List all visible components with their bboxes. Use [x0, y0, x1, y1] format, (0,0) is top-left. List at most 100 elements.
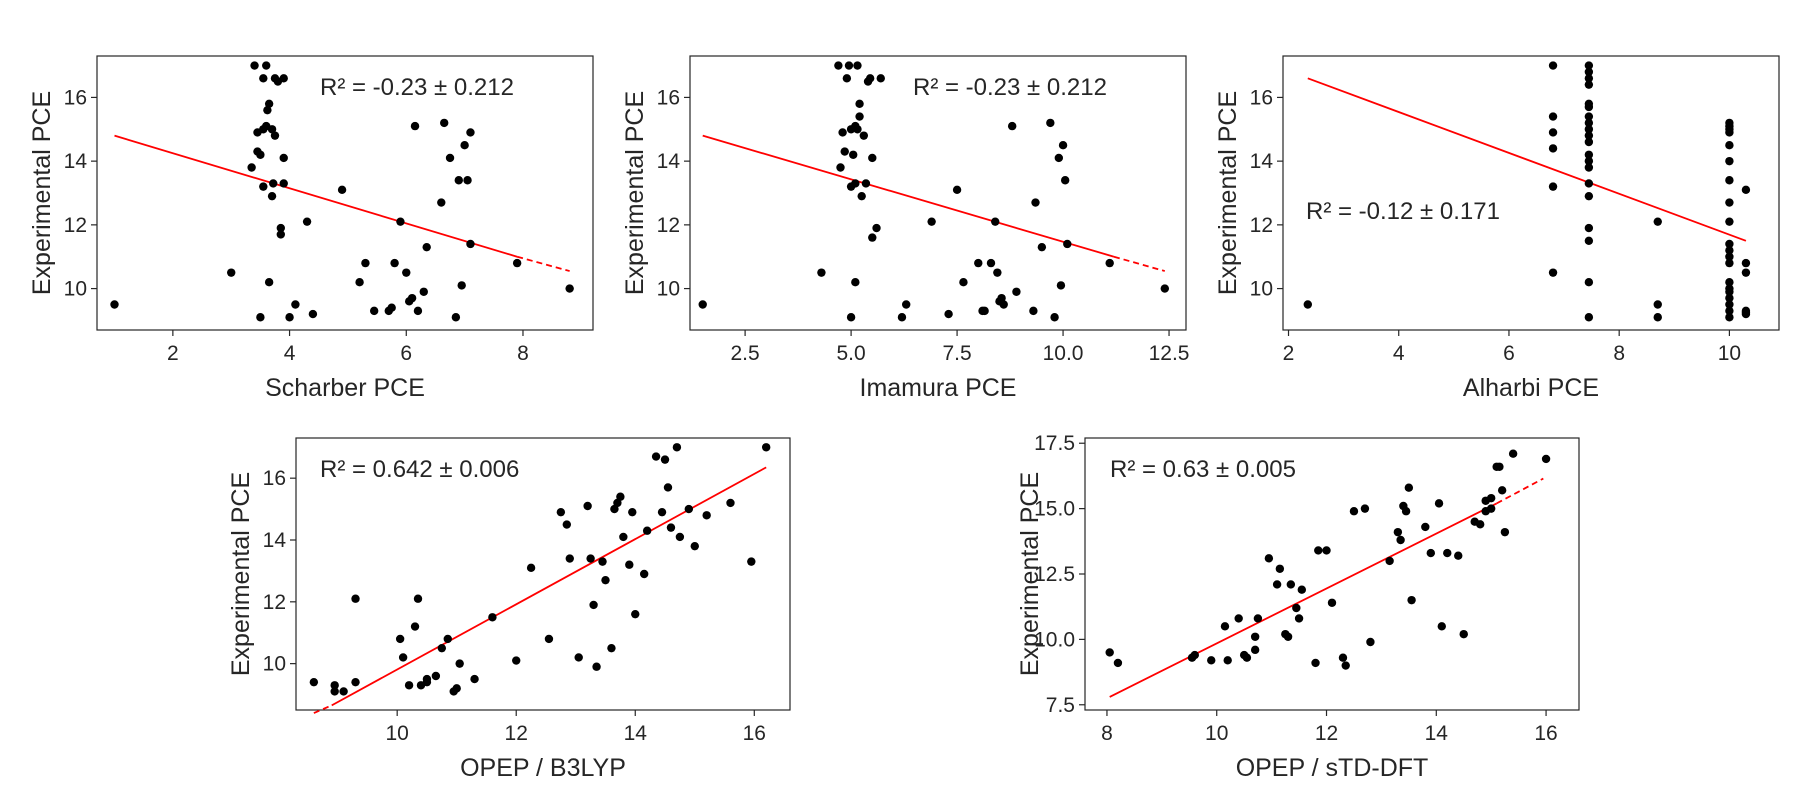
- data-point: [1311, 658, 1320, 668]
- data-point: [1341, 661, 1350, 670]
- x-tick-label: 5.0: [836, 342, 865, 365]
- data-point: [457, 281, 466, 290]
- data-point: [1584, 313, 1594, 322]
- data-point: [651, 452, 661, 461]
- y-tick-label: 14: [64, 150, 88, 173]
- y-tick-label: 10: [64, 278, 87, 301]
- data-point: [1653, 313, 1662, 322]
- data-point: [1584, 278, 1594, 287]
- data-point: [1725, 293, 1734, 303]
- y-axis-label: Experimental PCE: [28, 91, 56, 295]
- data-point: [264, 99, 274, 108]
- data-point: [351, 594, 360, 603]
- data-point: [396, 217, 405, 226]
- data-point: [974, 258, 983, 268]
- data-point: [247, 163, 256, 172]
- data-point: [264, 278, 274, 287]
- data-point: [285, 313, 294, 322]
- data-point: [1725, 313, 1734, 322]
- data-point: [607, 643, 616, 653]
- data-point: [666, 523, 676, 532]
- x-tick-label: 14: [1425, 722, 1449, 745]
- data-point: [1725, 141, 1734, 150]
- x-tick-label: 8: [517, 342, 529, 365]
- y-tick-label: 15.0: [1034, 498, 1075, 521]
- data-point: [355, 278, 364, 287]
- data-point: [1443, 548, 1452, 558]
- data-point: [1434, 499, 1444, 508]
- data-point: [598, 557, 607, 566]
- x-tick-label: 2: [167, 342, 179, 365]
- data-point: [454, 176, 463, 185]
- data-point: [1725, 128, 1734, 137]
- data-point: [1349, 507, 1359, 516]
- data-point: [698, 300, 707, 309]
- data-point: [1725, 284, 1734, 293]
- data-point: [1454, 551, 1463, 560]
- y-tick-label: 17.5: [1034, 432, 1075, 455]
- x-tick-label: 14: [624, 722, 648, 745]
- x-axis-label: Alharbi PCE: [1463, 374, 1599, 402]
- data-point: [993, 268, 1002, 277]
- data-point: [1253, 614, 1263, 623]
- data-point: [256, 313, 265, 322]
- data-point: [1500, 527, 1510, 537]
- data-point: [337, 185, 347, 195]
- x-tick-label: 8: [1613, 342, 1625, 365]
- y-tick-label: 16: [64, 86, 87, 109]
- data-point: [857, 191, 866, 201]
- data-point: [276, 230, 286, 239]
- data-point: [726, 498, 735, 508]
- data-point: [1741, 258, 1751, 268]
- r2-annotation: R² = -0.12 ± 0.171: [1306, 198, 1500, 225]
- data-point: [927, 217, 936, 226]
- data-point: [1548, 268, 1558, 277]
- data-point: [1294, 614, 1304, 623]
- data-point: [1250, 645, 1260, 655]
- data-point: [1037, 242, 1047, 252]
- data-point: [589, 600, 598, 610]
- data-point: [986, 258, 996, 268]
- subplot-1: 2 4 6 8 10 12 14 16 Scharber PCE Experimental PCE…: [28, 55, 594, 402]
- data-point: [836, 163, 845, 172]
- data-point: [1190, 650, 1199, 660]
- data-point: [1486, 504, 1496, 513]
- data-point: [1327, 598, 1337, 607]
- x-tick-label: 6: [1503, 342, 1515, 365]
- data-point: [1741, 268, 1751, 277]
- data-point: [1584, 137, 1594, 147]
- data-point: [1063, 239, 1072, 249]
- data-point: [451, 313, 461, 322]
- data-point: [853, 125, 862, 134]
- y-tick-label: 14: [657, 150, 681, 173]
- data-point: [1054, 153, 1064, 163]
- data-point: [1426, 548, 1436, 558]
- y-tick-label: 14: [263, 529, 287, 552]
- regression-line: [114, 134, 518, 258]
- x-tick-label: 16: [1534, 722, 1557, 745]
- axes-frame: [689, 55, 1187, 331]
- data-point: [1548, 182, 1558, 191]
- data-point: [842, 74, 852, 83]
- y-tick-label: 14: [1250, 150, 1274, 173]
- data-point: [1584, 223, 1594, 233]
- data-point: [460, 141, 469, 150]
- x-tick-label: 8: [1101, 722, 1113, 745]
- y-tick-label: 7.5: [1046, 694, 1075, 717]
- data-point: [616, 492, 625, 501]
- data-point: [279, 179, 288, 188]
- data-point: [684, 504, 694, 514]
- data-point: [466, 239, 475, 249]
- data-point: [657, 507, 667, 517]
- data-point: [1497, 486, 1507, 495]
- data-point: [1031, 198, 1040, 207]
- data-point: [387, 303, 396, 312]
- data-point: [1584, 61, 1594, 70]
- data-point: [402, 268, 411, 277]
- data-point: [562, 520, 572, 529]
- data-point: [544, 634, 554, 644]
- data-point: [267, 191, 277, 201]
- data-point: [1725, 198, 1734, 207]
- data-point: [1272, 580, 1282, 589]
- data-point: [991, 217, 1000, 226]
